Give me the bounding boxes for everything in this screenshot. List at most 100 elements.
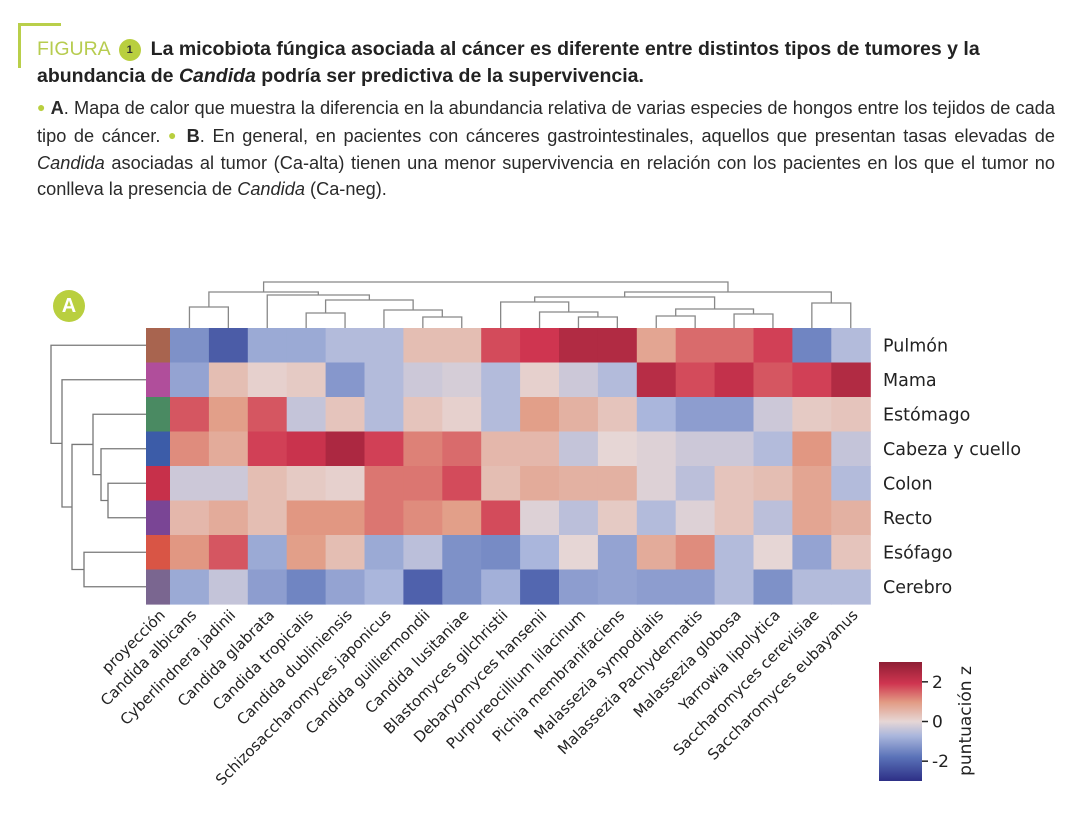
- heatmap-cell: [714, 328, 755, 364]
- heatmap-cell: [325, 466, 366, 502]
- heatmap-cell: [831, 431, 871, 467]
- heatmap-cell: [442, 397, 482, 433]
- projection-cell: [146, 328, 170, 364]
- heatmap-cell: [286, 500, 327, 536]
- row-dendrogram: [50, 344, 146, 588]
- heatmap-cell: [247, 397, 288, 433]
- heatmap-cell: [636, 569, 677, 605]
- dendrogram-branch: [107, 482, 146, 519]
- heatmap-cell: [170, 431, 210, 467]
- heatmap-cell: [714, 431, 755, 467]
- heatmap-cells: [170, 328, 871, 605]
- heatmap-cell: [286, 431, 327, 467]
- dendrogram-branch: [188, 306, 229, 328]
- projection-cell: [146, 431, 170, 467]
- caption-b-text-1: . En general, en pacientes con cánceres …: [199, 125, 1055, 146]
- heatmap-cell: [170, 535, 210, 571]
- row-label: Cabeza y cuello: [883, 440, 1021, 460]
- heatmap-cell: [636, 466, 677, 502]
- heatmap-cell: [325, 569, 366, 605]
- heatmap-cell: [325, 328, 366, 364]
- heatmap-cell: [325, 535, 366, 571]
- dendrogram-branch: [538, 311, 599, 328]
- figure-number-badge: 1: [118, 39, 141, 61]
- heatmap-cell: [675, 466, 716, 502]
- heatmap-cell: [792, 328, 832, 364]
- heatmap-cell: [636, 431, 677, 467]
- heatmap-cell: [442, 431, 482, 467]
- caption-a-label: A: [50, 98, 64, 118]
- heatmap-cell: [364, 397, 404, 433]
- heatmap-cell: [597, 328, 638, 364]
- projection-cell: [146, 535, 170, 571]
- heatmap-cell: [286, 535, 327, 571]
- heatmap-cell: [286, 328, 327, 364]
- heatmap-cell: [247, 431, 288, 467]
- row-label: Cerebro: [883, 578, 952, 598]
- row-label: Colon: [883, 474, 933, 494]
- heatmap-cell: [831, 466, 871, 502]
- heatmap-cell: [442, 362, 482, 398]
- heatmap-cell: [364, 362, 404, 398]
- dendrogram-branch: [305, 312, 346, 328]
- heatmap-cell: [325, 362, 366, 398]
- heatmap-cell: [208, 569, 249, 605]
- heatmap-cell: [247, 328, 288, 364]
- heatmap-cell: [442, 569, 482, 605]
- heatmap-cell: [364, 466, 404, 502]
- heatmap-cell: [559, 362, 599, 398]
- heatmap-cell: [714, 362, 755, 398]
- heatmap-cell: [170, 569, 210, 605]
- heatmap-cell: [831, 397, 871, 433]
- heatmap-cell: [364, 328, 404, 364]
- heatmap-cell: [831, 362, 871, 398]
- heatmap-cell: [597, 535, 638, 571]
- projection-column: [146, 328, 170, 605]
- dendrogram-branch: [655, 315, 696, 328]
- heatmap-cell: [636, 328, 677, 364]
- figure-title: FIGURA 1 La micobiota fúngica asociada al …: [37, 36, 1057, 90]
- heatmap-cell: [403, 431, 443, 467]
- heatmap-cell: [559, 397, 599, 433]
- dendrogram-branch: [733, 313, 774, 328]
- heatmap-cell: [442, 535, 482, 571]
- heatmap-cell: [325, 397, 366, 433]
- heatmap-cell: [481, 535, 521, 571]
- dendrogram-branch: [208, 291, 319, 307]
- heatmap-cell: [170, 500, 210, 536]
- heatmap-cell: [792, 397, 832, 433]
- caption-b-label: B: [186, 125, 200, 146]
- heatmap-cell: [520, 397, 560, 433]
- heatmap-cell: [247, 569, 288, 605]
- heatmap-cell: [170, 397, 210, 433]
- heatmap-cell: [559, 500, 599, 536]
- heatmap-cell: [481, 466, 521, 502]
- heatmap-cell: [559, 535, 599, 571]
- heatmap-cell: [208, 466, 249, 502]
- heatmap-cell: [208, 362, 249, 398]
- heatmap-cell: [714, 466, 755, 502]
- heatmap-cell: [520, 569, 560, 605]
- column-dendrogram: [188, 281, 852, 328]
- dendrogram-branch: [422, 316, 463, 328]
- projection-cell: [146, 569, 170, 605]
- heatmap-cell: [675, 328, 716, 364]
- heatmap-cell: [481, 397, 521, 433]
- dendrogram-branch: [383, 309, 443, 328]
- dendrogram-branch: [262, 281, 729, 292]
- heatmap-cell: [792, 431, 832, 467]
- heatmap-cell: [364, 569, 404, 605]
- dendrogram-branch: [577, 316, 618, 328]
- projection-cell: [146, 466, 170, 502]
- colorbar-gradient: [879, 662, 922, 781]
- heatmap-cell: [559, 431, 599, 467]
- heatmap-cell: [403, 362, 443, 398]
- heatmap-cell: [831, 535, 871, 571]
- dendrogram-branch: [811, 302, 852, 328]
- heatmap-cell: [208, 431, 249, 467]
- heatmap-cell: [520, 362, 560, 398]
- heatmap-cell: [520, 328, 560, 364]
- caption-a-text: . Mapa de calor que muestra la diferenci…: [37, 98, 1055, 146]
- heatmap-cell: [675, 431, 716, 467]
